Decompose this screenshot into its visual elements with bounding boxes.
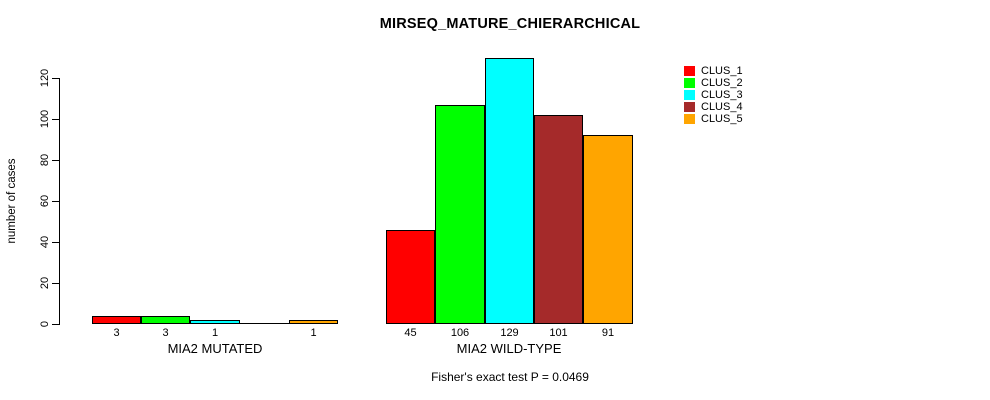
- legend-label-clus-2: CLUS_2: [701, 77, 743, 89]
- y-axis-title: number of cases: [6, 158, 18, 244]
- bar-value-label: 106: [450, 327, 470, 339]
- y-axis-tick: [52, 78, 59, 79]
- bar-clus-5-mia2-wild-type: [583, 135, 633, 324]
- chart-title: MIRSEQ_MATURE_CHIERARCHICAL: [379, 16, 641, 32]
- y-axis-tick: [52, 283, 59, 284]
- legend-label-clus-3: CLUS_3: [701, 89, 743, 101]
- y-axis-tick-label: 120: [39, 68, 51, 88]
- y-axis-tick-label: 80: [39, 153, 51, 167]
- y-axis-tick: [52, 324, 59, 325]
- bar-clus-4-mia2-mutated: [240, 323, 289, 324]
- legend-color-swatch-clus-4: [684, 102, 695, 112]
- y-axis-line: [59, 78, 60, 325]
- bar-clus-1-mia2-wild-type: [386, 230, 435, 324]
- y-axis-tick-label: 0: [39, 320, 51, 328]
- bar-value-label: 45: [404, 327, 417, 339]
- bar-clus-1-mia2-mutated: [92, 316, 141, 324]
- legend-label-clus-4: CLUS_4: [701, 101, 743, 113]
- bar-clus-5-mia2-mutated: [289, 320, 338, 324]
- bar-value-label: 91: [601, 327, 615, 339]
- legend-label-clus-5: CLUS_5: [701, 113, 743, 125]
- bar-value-label: 3: [113, 327, 120, 339]
- x-category-label-wildtype: MIA2 WILD-TYPE: [456, 341, 562, 356]
- y-axis-tick: [52, 201, 59, 202]
- bar-value-label: 101: [549, 327, 568, 339]
- legend-color-swatch-clus-5: [684, 114, 695, 124]
- y-axis-tick: [52, 242, 59, 243]
- y-axis-tick: [52, 160, 59, 161]
- bar-value-label: 1: [310, 327, 317, 339]
- bar-clus-3-mia2-mutated: [190, 320, 240, 324]
- legend-color-swatch-clus-2: [684, 78, 695, 88]
- bar-value-label: 3: [162, 327, 169, 339]
- y-axis-tick-label: 20: [39, 276, 51, 290]
- legend-color-swatch-clus-1: [684, 66, 695, 76]
- bar-value-label: 129: [500, 327, 519, 339]
- bar-clus-2-mia2-wild-type: [435, 105, 485, 324]
- y-axis-tick: [52, 119, 59, 120]
- legend-label-clus-1: CLUS_1: [701, 65, 743, 77]
- y-axis-tick-label: 40: [39, 235, 51, 249]
- footnote-text: Fisher's exact test P = 0.0469: [431, 370, 589, 384]
- y-axis-tick-label: 60: [39, 194, 51, 208]
- bar-clus-3-mia2-wild-type: [485, 58, 534, 324]
- x-category-label-mutated: MIA2 MUTATED: [167, 341, 263, 356]
- y-axis-tick-label: 100: [39, 109, 51, 129]
- bar-value-label: 1: [211, 327, 219, 339]
- bar-clus-4-mia2-wild-type: [534, 115, 583, 324]
- bar-clus-2-mia2-mutated: [141, 316, 190, 324]
- legend-color-swatch-clus-3: [684, 90, 695, 100]
